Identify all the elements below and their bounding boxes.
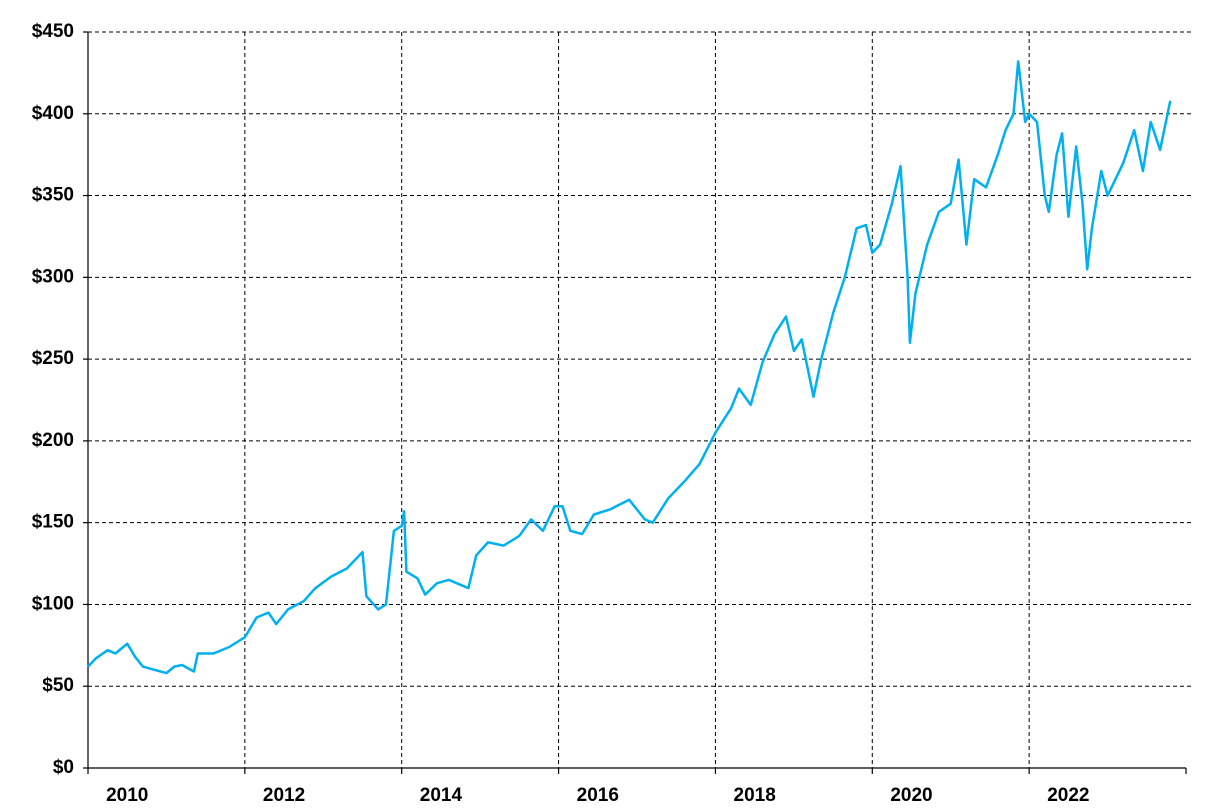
y-tick-label: $200 [32,430,74,451]
y-tick-label: $50 [42,675,74,696]
x-tick-label: 2010 [106,785,148,806]
x-tick-label: 2014 [420,785,463,806]
x-tick-label: 2012 [263,785,305,806]
line [87,60,1172,675]
y-tick-label: $250 [32,348,74,369]
x-tick-label: 2016 [577,785,619,806]
x-tick-label: 2018 [734,785,776,806]
y-tick-label: $400 [32,103,74,124]
y-tick-label: $350 [32,185,74,206]
y-tick-label: $450 [32,21,74,42]
y-tick-label: $100 [32,593,74,614]
y-tick-label: $300 [32,266,74,287]
y-tick-label: $150 [32,512,74,533]
x-tick-label: 2022 [1047,785,1089,806]
x-tick-label: 2020 [890,785,932,806]
y-tick-label: $0 [53,757,74,778]
